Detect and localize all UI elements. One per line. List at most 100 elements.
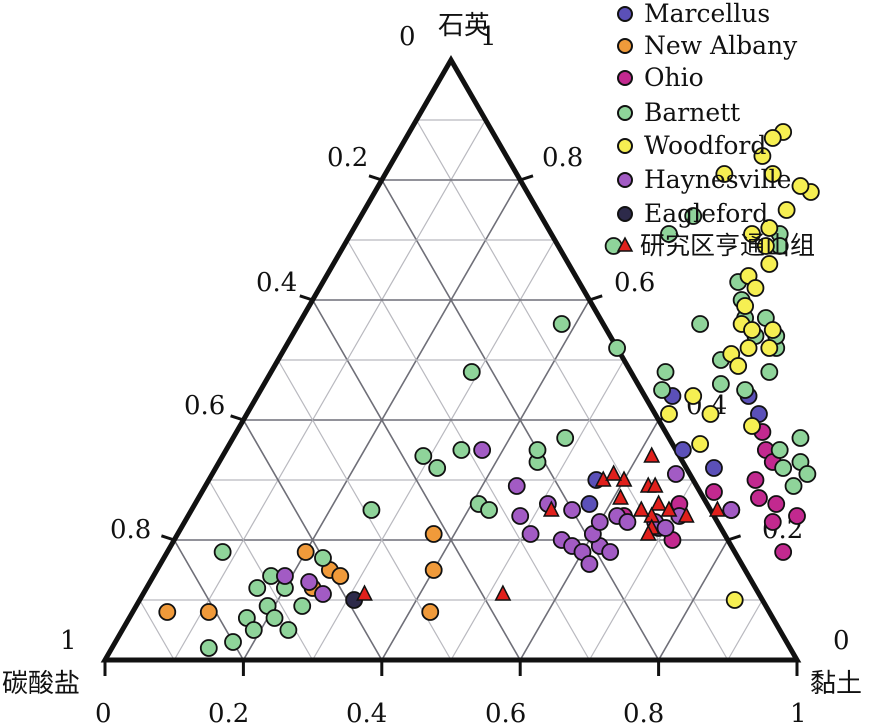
data-point <box>362 501 381 519</box>
data-point <box>507 477 526 495</box>
data-point-triangle <box>660 500 678 517</box>
data-point <box>618 513 637 531</box>
data-point <box>656 519 675 537</box>
data-point-triangle <box>605 464 623 481</box>
grid-line <box>727 599 763 661</box>
legend-label-study-area: 研究区亨通山组 <box>640 231 815 260</box>
data-point <box>763 513 782 531</box>
legend-marker-barnett <box>617 105 633 121</box>
data-point <box>760 339 779 357</box>
data-point <box>753 147 772 165</box>
legend-item-ohio: Ohio <box>617 63 704 92</box>
data-point-triangle <box>639 524 657 541</box>
tick-mark <box>160 534 175 542</box>
data-point-triangle <box>356 584 373 601</box>
data-point-triangle <box>650 494 668 511</box>
data-point <box>331 567 350 585</box>
data-point <box>528 441 547 459</box>
grid-line <box>173 119 487 661</box>
data-point <box>601 543 620 561</box>
carbonate-tick-label: 0.6 <box>184 391 225 421</box>
tick-mark <box>588 294 603 302</box>
data-point <box>784 477 803 495</box>
quartz-tick-label: 0 <box>833 626 850 656</box>
data-point <box>293 597 312 615</box>
data-point <box>684 207 703 225</box>
data-point <box>736 381 754 399</box>
triangle-frame <box>100 54 802 663</box>
data-point <box>788 507 806 525</box>
data-point <box>590 513 609 531</box>
data-point <box>248 579 267 597</box>
data-point <box>705 459 723 477</box>
data-point <box>743 225 761 243</box>
data-point <box>798 465 817 483</box>
data-point-triangle <box>494 584 512 601</box>
data-point <box>296 543 315 561</box>
data-point <box>314 585 332 603</box>
legend-marker-study-area <box>616 236 634 252</box>
legend-item-haynesville: Haynesville <box>617 165 791 194</box>
data-point <box>722 501 741 519</box>
grid-line <box>312 239 556 661</box>
data-point <box>691 435 710 453</box>
data-point <box>667 465 685 483</box>
data-point <box>300 573 319 591</box>
grid-line <box>450 359 625 661</box>
legend-label-woodford: Woodford <box>644 131 766 160</box>
data-point <box>763 321 782 339</box>
series-5 <box>276 441 741 603</box>
data-point <box>767 495 786 513</box>
data-point <box>746 279 765 297</box>
carbonate-tick-label: 0.4 <box>256 268 297 298</box>
data-point <box>480 501 498 519</box>
legend-item-new-albany: New Albany <box>617 31 798 60</box>
data-point <box>462 363 481 381</box>
carbonate-tick-label: 1 <box>60 626 77 656</box>
quartz-tick-label: 0.8 <box>542 143 583 173</box>
data-point <box>725 591 744 609</box>
legend-label-eagleford: Eagleford <box>644 199 768 228</box>
series-7 <box>356 446 726 601</box>
data-point <box>715 165 734 183</box>
data-point <box>421 603 440 621</box>
data-point <box>158 603 177 621</box>
clay-tick-label: 0.2 <box>208 699 249 726</box>
tick-mark <box>368 174 383 182</box>
data-point <box>552 315 571 333</box>
data-point <box>424 561 443 579</box>
legend-marker-ohio <box>617 70 633 86</box>
data-point <box>279 621 298 639</box>
grid-line <box>415 119 729 661</box>
legend-label-marcellus: Marcellus <box>644 0 770 28</box>
data-point <box>705 483 723 501</box>
series-4 <box>660 123 820 609</box>
data-point <box>473 441 492 459</box>
corner-label-quartz: 石英 <box>438 11 490 41</box>
data-point <box>556 429 575 447</box>
clay-tick-label: 0 <box>95 699 112 726</box>
data-point <box>265 609 284 627</box>
data-point <box>691 315 710 333</box>
data-point <box>199 639 218 657</box>
legend-marker-woodford <box>617 138 633 154</box>
data-point-triangle <box>632 500 650 517</box>
data-point <box>414 447 433 465</box>
tick-marks <box>103 174 799 676</box>
data-point <box>580 555 599 573</box>
series-1 <box>158 525 443 621</box>
legend-label-new-albany: New Albany <box>644 31 798 60</box>
grid-line <box>657 539 729 661</box>
data-point <box>314 549 332 567</box>
data-point-triangle <box>542 500 560 517</box>
tick-mark <box>519 174 534 182</box>
grid-line <box>139 599 175 661</box>
data-point <box>660 405 678 423</box>
legend-item-woodford: Woodford <box>617 131 766 160</box>
data-point <box>213 543 232 561</box>
legend-item-study-area: 研究区亨通山组 <box>616 231 815 260</box>
data-point <box>760 255 779 273</box>
data-point <box>791 429 810 447</box>
series-3 <box>199 207 817 657</box>
